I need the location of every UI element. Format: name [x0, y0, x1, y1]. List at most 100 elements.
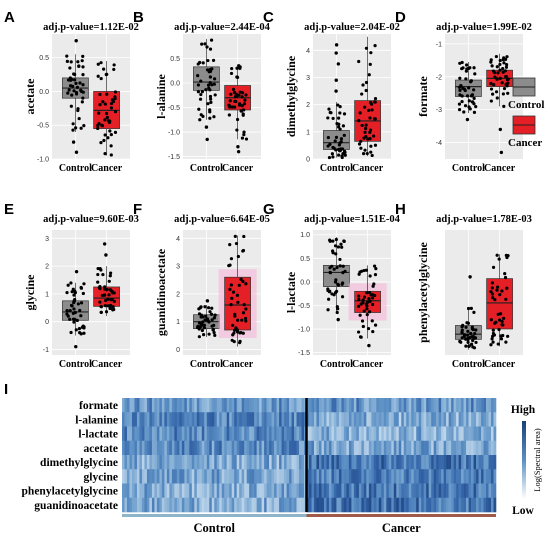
data-point: [242, 234, 246, 239]
y-tick-label: 0.5: [300, 256, 310, 263]
heatmap-cell: [438, 469, 442, 484]
heatmap-cell: [146, 455, 150, 470]
heatmap-cell: [408, 497, 412, 513]
heatmap-cell: [396, 483, 400, 499]
data-point: [491, 69, 496, 73]
y-axis-label: acetate: [23, 78, 37, 115]
heatmap-cell: [403, 412, 407, 427]
heatmap-cell: [321, 440, 325, 456]
data-point: [502, 61, 506, 65]
heatmap-cell: [421, 497, 424, 513]
heatmap-cell: [393, 440, 397, 456]
heatmap-cell: [126, 497, 130, 513]
data-point: [340, 295, 345, 299]
data-point: [372, 100, 377, 104]
data-point: [101, 272, 105, 277]
data-point: [79, 332, 83, 336]
heatmap-cell: [189, 440, 193, 456]
heatmap-cell: [351, 455, 355, 470]
heatmap-cell: [291, 455, 295, 470]
data-point: [334, 148, 338, 152]
heatmap-cell: [221, 483, 225, 499]
heatmap-cell: [398, 497, 402, 513]
heatmap-cell: [134, 440, 138, 456]
outlier-point: [367, 343, 371, 348]
heatmap-cell: [166, 412, 170, 427]
data-point: [109, 271, 113, 275]
data-point: [504, 74, 508, 79]
data-point: [364, 134, 368, 139]
heatmap-cell: [221, 426, 225, 442]
heatmap-cell: [481, 426, 484, 442]
heatmap-cell: [224, 440, 228, 456]
heatmap-cell: [358, 469, 362, 484]
data-point: [77, 64, 81, 68]
heatmap-cell: [458, 398, 462, 413]
heatmap-cell: [234, 398, 237, 413]
heatmap-cell: [441, 469, 444, 484]
heatmap-cell: [254, 455, 257, 470]
heatmap-cell: [146, 497, 150, 513]
heatmap-cell: [184, 412, 188, 427]
data-point: [103, 118, 107, 122]
y-tick-label: 1: [176, 319, 180, 326]
x-category-label: Cancer: [484, 359, 516, 370]
heatmap-cell: [254, 426, 257, 442]
heatmap-cell: [194, 398, 198, 413]
heatmap-cell: [129, 426, 133, 442]
data-point: [207, 86, 211, 90]
heatmap-cell: [468, 497, 472, 513]
heatmap-cell: [356, 440, 360, 456]
data-point: [68, 76, 72, 80]
heatmap-cell: [261, 412, 265, 427]
heatmap-cell: [451, 455, 454, 470]
heatmap-cell: [386, 455, 390, 470]
heatmap-cell: [358, 426, 362, 442]
heatmap-cell: [358, 412, 362, 427]
heatmap-cell: [281, 426, 285, 442]
data-point: [336, 245, 341, 249]
data-point: [335, 310, 339, 315]
heatmap-cell: [299, 455, 302, 470]
heatmap-cell: [441, 440, 444, 456]
heatmap-cell: [366, 426, 370, 442]
data-point: [464, 325, 468, 329]
heatmap-cell: [129, 469, 133, 484]
heatmap-cell: [353, 455, 357, 470]
data-point: [79, 286, 84, 290]
heatmap-cell: [171, 469, 175, 484]
data-point: [361, 83, 365, 87]
data-point: [209, 312, 214, 316]
heatmap-cell: [124, 398, 128, 413]
heatmap-cell: [249, 497, 252, 513]
heatmap-row-label: glycine: [84, 471, 119, 483]
heatmap-cell: [418, 455, 422, 470]
panel-title: adj.p-value=1.12E-02: [43, 22, 139, 33]
data-point: [108, 129, 112, 133]
heatmap-cell: [408, 455, 412, 470]
data-point: [202, 333, 206, 337]
heatmap-cell: [471, 398, 474, 413]
heatmap-cell: [363, 497, 367, 513]
heatmap-cell: [131, 483, 135, 499]
heatmap-cell: [418, 398, 422, 413]
data-point: [202, 326, 207, 330]
data-point: [336, 282, 340, 286]
heatmap-cell: [446, 455, 449, 470]
data-point: [235, 75, 239, 79]
data-point: [242, 102, 247, 106]
data-point: [75, 318, 79, 323]
y-tick-label: -1.5: [168, 154, 180, 161]
heatmap-cell: [423, 483, 427, 499]
heatmap-cell: [256, 398, 260, 413]
heatmap-cell: [201, 469, 205, 484]
data-point: [78, 81, 82, 85]
data-point: [109, 106, 114, 110]
heatmap-cell: [279, 440, 282, 456]
outlier-point: [205, 137, 209, 142]
data-point: [208, 116, 212, 120]
heatmap-cell: [264, 455, 267, 470]
heatmap-cell: [416, 412, 420, 427]
heatmap-cell: [473, 497, 477, 513]
heatmap-cell: [493, 483, 497, 499]
